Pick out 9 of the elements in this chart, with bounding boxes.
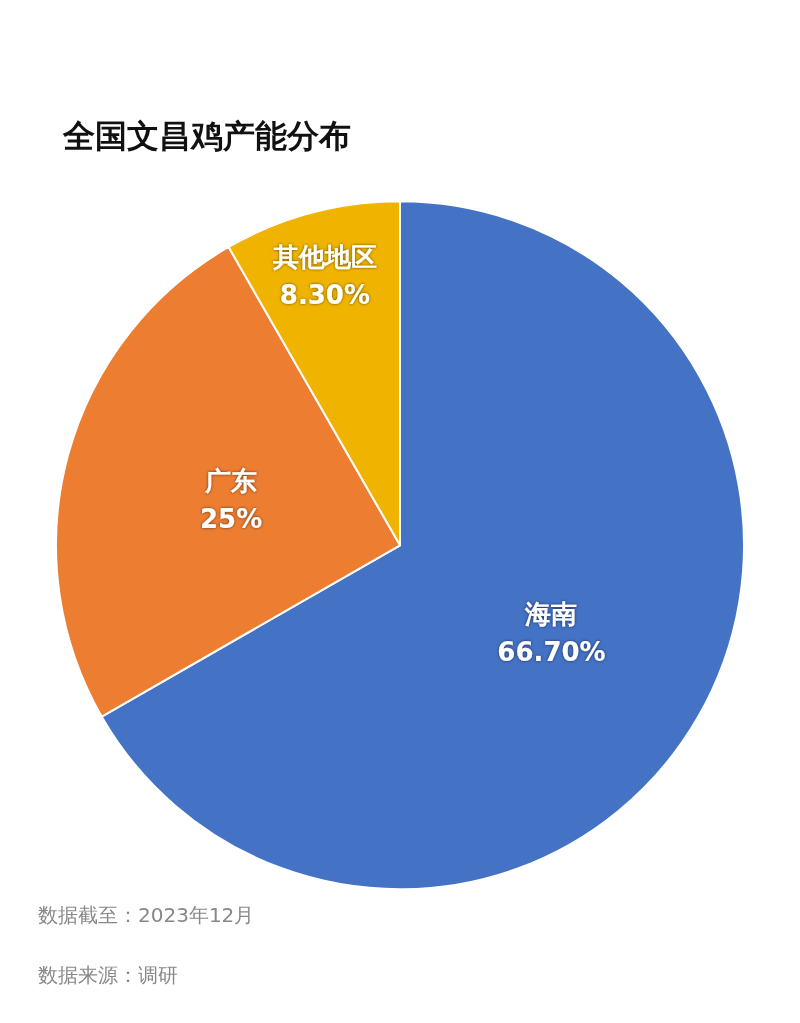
slice-label: 海南 (524, 598, 578, 629)
chart-title: 全国文昌鸡产能分布 (62, 117, 351, 155)
data-label: 8.30% (279, 280, 370, 311)
source-note: 数据来源：调研 (38, 963, 178, 987)
slice-label: 广东 (204, 465, 258, 496)
slice-label: 其他地区 (271, 242, 377, 273)
data-label: 66.70% (497, 636, 606, 667)
text: 数据截至：2023年12月 (38, 903, 255, 927)
data-label: 25% (199, 503, 263, 534)
